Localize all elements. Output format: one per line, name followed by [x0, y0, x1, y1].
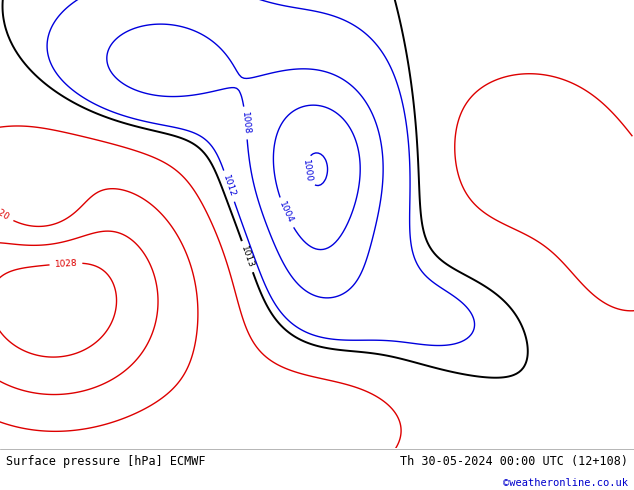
- Text: 1008: 1008: [240, 111, 251, 135]
- Text: Th 30-05-2024 00:00 UTC (12+108): Th 30-05-2024 00:00 UTC (12+108): [399, 455, 628, 468]
- Text: 1016: 1016: [632, 138, 634, 161]
- Text: 1004: 1004: [277, 200, 295, 225]
- Text: 1020: 1020: [0, 202, 11, 222]
- Text: Surface pressure [hPa] ECMWF: Surface pressure [hPa] ECMWF: [6, 455, 206, 468]
- Text: 1012: 1012: [221, 174, 237, 198]
- Text: 1016: 1016: [235, 467, 259, 482]
- Text: 1000: 1000: [301, 159, 313, 183]
- Text: ©weatheronline.co.uk: ©weatheronline.co.uk: [503, 477, 628, 488]
- Text: 1028: 1028: [55, 258, 77, 269]
- Text: 1013: 1013: [239, 245, 256, 269]
